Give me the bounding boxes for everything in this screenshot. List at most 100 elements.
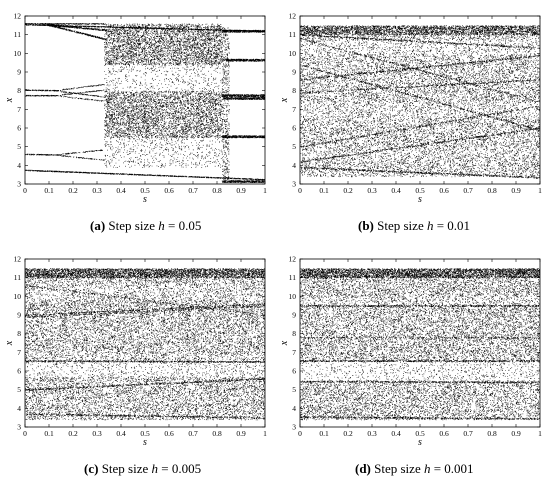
- x-axis-label: s: [143, 437, 147, 448]
- x-tick-label: 0.8: [212, 186, 222, 195]
- y-tick-label: 4: [17, 161, 21, 170]
- x-tick-label: 0.4: [391, 429, 401, 438]
- y-tick-label: 12: [14, 12, 22, 21]
- y-tick-label: 6: [292, 367, 296, 376]
- y-tick-label: 11: [289, 273, 296, 282]
- caption-text-b: Step size: [374, 218, 427, 233]
- caption-tag-d: (d): [355, 461, 371, 476]
- caption-c: (c) Step size h = 0.005: [84, 461, 201, 477]
- y-tick-label: 9: [292, 68, 296, 77]
- x-axis-label: s: [418, 194, 422, 205]
- y-tick-label: 12: [289, 12, 297, 21]
- scatter-layer: [25, 23, 266, 183]
- x-tick-label: 0.3: [367, 429, 377, 438]
- x-tick-label: 1: [538, 186, 542, 195]
- x-tick-label: 0.7: [463, 186, 473, 195]
- y-tick-label: 3: [292, 423, 296, 432]
- x-tick-label: 0.2: [343, 186, 353, 195]
- plot-frame: [25, 259, 265, 427]
- y-tick-label: 7: [17, 105, 21, 114]
- x-tick-label: 0.8: [212, 429, 222, 438]
- caption-text-d: Step size: [371, 461, 424, 476]
- x-tick-label: 0.8: [487, 429, 497, 438]
- x-tick-label: 0: [23, 429, 27, 438]
- x-tick-label: 0.9: [236, 186, 246, 195]
- scatter-layer: [300, 25, 541, 178]
- y-tick-label: 10: [289, 292, 297, 301]
- y-tick-label: 4: [17, 404, 21, 413]
- y-tick-label: 6: [17, 367, 21, 376]
- caption-tag-b: (b): [358, 218, 374, 233]
- x-tick-label: 0.2: [68, 186, 78, 195]
- caption-value-d: = 0.001: [430, 461, 473, 476]
- x-axis-label: s: [418, 437, 422, 448]
- x-tick-label: 0.9: [511, 186, 521, 195]
- y-tick-label: 12: [14, 255, 22, 264]
- x-tick-label: 0: [298, 429, 302, 438]
- y-tick-label: 5: [292, 385, 296, 394]
- x-tick-label: 0: [298, 186, 302, 195]
- x-tick-label: 0.3: [92, 186, 102, 195]
- panel-d: 3 4 5 6 7 8 9 10 11 12 0 0.1 0.2 0.3 0.4 0.5 0.6 0.7 0.8 0.…: [275, 243, 550, 486]
- y-tick-label: 7: [292, 105, 296, 114]
- x-tick-label: 1: [538, 429, 542, 438]
- scatter-points: [300, 25, 541, 178]
- y-tick-label: 5: [17, 142, 21, 151]
- y-tick-label: 10: [289, 49, 297, 58]
- y-tick-label: 3: [17, 180, 21, 189]
- x-tick-label: 0.3: [367, 186, 377, 195]
- x-tick-label: 0.1: [319, 429, 329, 438]
- x-tick-label: 0.2: [343, 429, 353, 438]
- x-tick-label: 0.4: [391, 186, 401, 195]
- scatter-layer: [300, 268, 541, 420]
- caption-tag-c: (c): [84, 461, 98, 476]
- x-tick-label: 0.1: [44, 186, 54, 195]
- x-tick-label: 0.3: [92, 429, 102, 438]
- caption-tag-a: (a): [90, 218, 105, 233]
- x-tick-label: 0.4: [116, 429, 126, 438]
- x-tick-label: 0.9: [511, 429, 521, 438]
- y-axis-label: x: [4, 97, 15, 103]
- y-tick-label: 3: [292, 180, 296, 189]
- x-tick-label: 0.7: [188, 186, 198, 195]
- y-tick-label: 11: [14, 273, 21, 282]
- y-tick-label: 10: [14, 292, 22, 301]
- x-tick-label: 0.9: [236, 429, 246, 438]
- y-tick-label: 8: [17, 329, 21, 338]
- y-tick-label: 11: [289, 30, 296, 39]
- y-tick-label: 10: [14, 49, 22, 58]
- x-tick-label: 0.6: [439, 429, 449, 438]
- x-tick-label: 0.4: [116, 186, 126, 195]
- caption-value-b: = 0.01: [433, 218, 470, 233]
- x-tick-label: 0.2: [68, 429, 78, 438]
- y-tick-label: 8: [292, 86, 296, 95]
- x-tick-label: 0.8: [487, 186, 497, 195]
- scatter-points: [300, 268, 541, 420]
- scatter-points: [25, 268, 266, 420]
- y-tick-label: 12: [289, 255, 297, 264]
- y-tick-label: 7: [17, 348, 21, 357]
- caption-text-a: Step size: [105, 218, 158, 233]
- caption-a: (a) Step size h = 0.05: [90, 218, 201, 234]
- x-axis-label: s: [143, 194, 147, 205]
- panel-a: 3 4 5 6 7 8 9 10 11 12 0 0.1 0.2 0.3 0.4 0.5 0.6 0.7 0.8 0.…: [0, 0, 275, 243]
- panel-b: 3 4 5 6 7 8 9 10 11 12 0 0.1 0.2 0.3 0.4 0.5 0.6 0.7 0.8 0.…: [275, 0, 550, 243]
- caption-text-c: Step size: [98, 461, 151, 476]
- scatter-layer: [25, 268, 266, 420]
- x-tick-label: 0: [23, 186, 27, 195]
- y-tick-label: 7: [292, 348, 296, 357]
- y-tick-label: 5: [292, 142, 296, 151]
- scatter-points: [25, 23, 266, 183]
- y-tick-label: 9: [17, 68, 21, 77]
- panel-c: 3 4 5 6 7 8 9 10 11 12 0 0.1 0.2 0.3 0.4 0.5 0.6 0.7 0.8 0.…: [0, 243, 275, 486]
- caption-b: (b) Step size h = 0.01: [358, 218, 470, 234]
- x-tick-label: 0.7: [188, 429, 198, 438]
- x-tick-label: 0.1: [319, 186, 329, 195]
- y-tick-label: 6: [292, 124, 296, 133]
- y-axis-label: x: [4, 340, 15, 346]
- x-tick-label: 0.6: [164, 186, 174, 195]
- x-tick-label: 1: [263, 429, 267, 438]
